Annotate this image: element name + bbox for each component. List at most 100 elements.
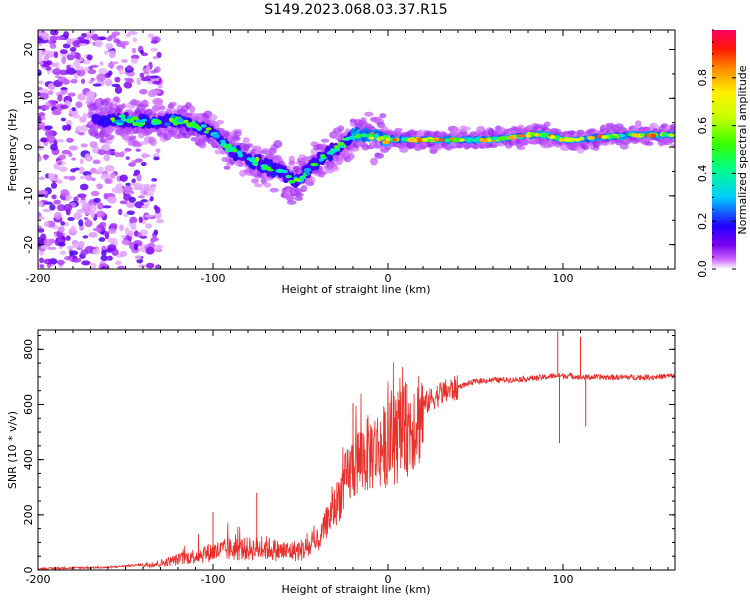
noise-blob: [71, 257, 82, 263]
noise-blob: [145, 64, 151, 73]
spectral-peak: [275, 168, 284, 173]
colorbar-ticks: 0.0 0.2 0.4 0.6 0.8: [696, 29, 736, 278]
noise-blob: [88, 232, 98, 238]
spectral-halo: [99, 138, 107, 144]
noise-blob: [144, 214, 154, 218]
noise-blob: [57, 226, 65, 233]
noise-blob: [128, 196, 136, 203]
noise-blob: [63, 175, 70, 180]
noise-blob: [139, 88, 148, 95]
noise-blob: [57, 259, 65, 266]
spectral-peak: [601, 135, 607, 139]
spectral-peak: [379, 136, 387, 140]
spectral-halo: [89, 127, 99, 135]
noise-blob: [122, 185, 133, 193]
noise-blob: [38, 154, 42, 162]
noise-blob: [71, 107, 76, 112]
noise-blob: [99, 36, 107, 41]
noise-blob: [147, 33, 155, 39]
spectrogram-x-tick-label: 100: [553, 272, 574, 285]
spectral-halo: [166, 106, 176, 114]
noise-blob: [61, 56, 67, 65]
noise-blob: [67, 92, 76, 97]
noise-blob: [55, 35, 66, 41]
noise-blob: [125, 104, 133, 109]
noise-blob: [86, 54, 93, 61]
noise-blob: [50, 143, 58, 151]
spectrogram-y-tick-label: 0: [22, 144, 35, 151]
spectral-halo: [379, 113, 387, 119]
spectral-peak: [336, 141, 345, 146]
spectral-peak: [432, 138, 438, 142]
spectral-halo: [188, 105, 196, 113]
noise-blob: [119, 200, 128, 205]
noise-blob: [132, 37, 138, 43]
spectrogram-x-tick-label: 0: [385, 272, 392, 285]
spectral-halo: [462, 126, 471, 131]
noise-blob: [75, 66, 85, 71]
spectral-peak: [260, 164, 269, 168]
noise-blob: [90, 262, 97, 269]
noise-blob: [131, 178, 136, 183]
noise-blob: [97, 149, 106, 156]
noise-blob: [71, 157, 76, 161]
noise-blob: [81, 202, 90, 211]
noise-blob: [47, 246, 57, 251]
spectral-peak: [192, 123, 200, 129]
noise-blob: [103, 154, 111, 162]
spectral-peak: [151, 118, 160, 124]
spectral-peak: [649, 133, 657, 138]
noise-blob: [38, 236, 43, 244]
spectrogram-x-axis-label: Height of straight line (km): [281, 283, 430, 296]
noise-blob: [85, 174, 93, 181]
spectral-halo: [293, 192, 304, 198]
noise-blob: [140, 199, 148, 203]
noise-blob: [92, 227, 102, 232]
noise-blob: [125, 156, 130, 161]
spectral-peak: [667, 133, 675, 138]
noise-blob: [151, 89, 161, 94]
noise-blob: [47, 83, 55, 89]
noise-blob: [49, 36, 58, 42]
noise-blob: [134, 255, 142, 261]
spectral-halo: [516, 145, 526, 151]
noise-blob: [65, 197, 71, 202]
noise-blob: [81, 260, 91, 266]
noise-blob: [80, 143, 88, 148]
snr-plot-area: [38, 331, 675, 570]
noise-blob: [78, 43, 87, 47]
noise-blob: [58, 154, 66, 160]
noise-blob: [139, 229, 149, 237]
spectral-peak: [172, 120, 179, 124]
noise-blob: [43, 238, 53, 247]
noise-blob: [40, 88, 49, 93]
spectral-halo: [670, 143, 675, 148]
noise-blob: [107, 244, 117, 251]
spectral-peak: [473, 137, 480, 142]
noise-blob: [38, 189, 49, 196]
spectral-halo: [215, 119, 225, 125]
noise-blob: [49, 30, 59, 36]
noise-blob: [101, 249, 107, 257]
noise-blob: [119, 224, 124, 232]
noise-blob: [78, 240, 85, 249]
spectral-halo: [300, 185, 308, 193]
spectral-peak: [401, 137, 409, 142]
noise-blob: [72, 39, 82, 48]
noise-blob: [41, 105, 50, 111]
spectral-peak: [529, 131, 535, 137]
noise-blob: [141, 204, 149, 209]
noise-blob: [149, 196, 154, 202]
snr-x-axis-label: Height of straight line (km): [281, 583, 430, 596]
noise-blob: [154, 66, 161, 73]
noise-blob: [38, 30, 43, 37]
spectral-peak: [368, 136, 375, 140]
noise-blob: [39, 257, 44, 264]
noise-blob: [134, 158, 143, 163]
spectral-halo: [288, 160, 296, 166]
spectral-halo: [250, 178, 260, 184]
noise-blob: [66, 54, 75, 61]
noise-blob: [139, 49, 144, 54]
spectral-peak: [135, 119, 142, 123]
